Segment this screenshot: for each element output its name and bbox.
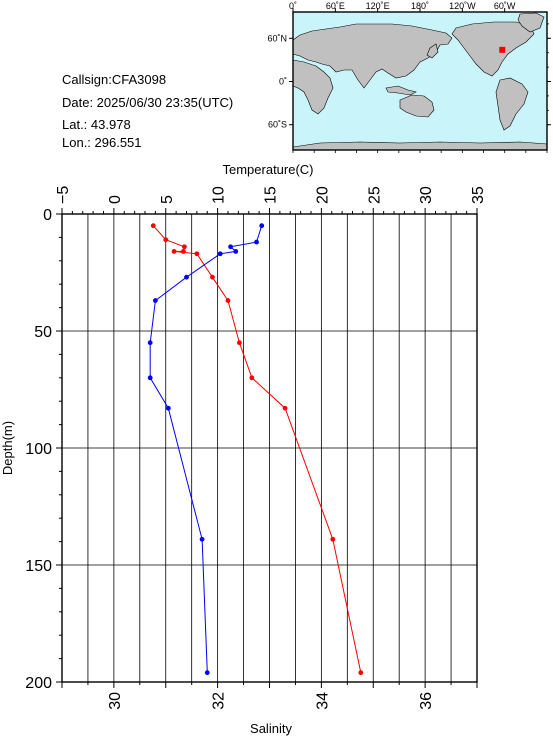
map-ticks: 0˚ 60˚E 120˚E 180˚ 120˚W 60˚W 60˚N 0˚ 60˚S bbox=[267, 1, 551, 153]
salinity-axis-label: Salinity bbox=[250, 721, 292, 736]
salinity-point bbox=[147, 340, 153, 346]
chart-grid bbox=[61, 213, 478, 683]
salinity-point bbox=[204, 670, 210, 676]
map-lon-label: 180˚ bbox=[411, 1, 429, 11]
temperature-tick-label: 30 bbox=[418, 186, 435, 204]
callsign-text: Callsign:CFA3098 bbox=[62, 72, 167, 87]
latitude-text: Lat.: 43.978 bbox=[62, 117, 131, 132]
map-lat-label: 60˚S bbox=[268, 120, 287, 130]
map-lon-label: 0˚ bbox=[289, 1, 297, 11]
salinity-point bbox=[199, 536, 205, 542]
depth-tick-label: 50 bbox=[34, 324, 52, 341]
greenland-landmass bbox=[517, 12, 545, 33]
depth-tick-label: 100 bbox=[25, 441, 52, 458]
africa-landmass bbox=[292, 59, 334, 115]
temperature-point bbox=[249, 375, 255, 381]
map-lon-label: 60˚E bbox=[326, 1, 345, 11]
depth-tick-label: 200 bbox=[25, 675, 52, 692]
temperature-tick-label: 25 bbox=[366, 186, 383, 204]
station-marker-point bbox=[499, 46, 506, 53]
map-lat-label: 60˚N bbox=[267, 33, 287, 43]
date-text: Date: 2025/06/30 23:35(UTC) bbox=[62, 95, 234, 110]
depth-axis-label: Depth(m) bbox=[0, 421, 15, 475]
depth-tick-label: 150 bbox=[25, 558, 52, 575]
temperature-point bbox=[180, 249, 186, 254]
map-land bbox=[292, 12, 548, 151]
japan-islands bbox=[426, 43, 439, 59]
world-map: 0˚ 60˚E 120˚E 180˚ 120˚W 60˚W 60˚N 0˚ 60˚S bbox=[267, 1, 551, 153]
temperature-point bbox=[237, 340, 242, 346]
temperature-line bbox=[152, 225, 362, 673]
australia-landmass bbox=[399, 94, 435, 118]
map-lon-label: 60˚W bbox=[494, 1, 516, 11]
salinity-point bbox=[233, 249, 239, 254]
map-lon-label: 120˚E bbox=[366, 1, 390, 11]
map-lat-label: 0˚ bbox=[279, 77, 287, 87]
temperature-point bbox=[330, 536, 336, 542]
temperature-point bbox=[225, 298, 231, 303]
temperature-tick-label: −5 bbox=[55, 186, 72, 204]
longitude-text: Lon.: 296.551 bbox=[62, 135, 142, 150]
salinity-point bbox=[147, 375, 153, 381]
salinity-point bbox=[152, 298, 158, 303]
south-america-landmass bbox=[495, 77, 529, 131]
temperature-point bbox=[171, 249, 177, 254]
temperature-point bbox=[194, 251, 200, 257]
salinity-point bbox=[254, 239, 259, 245]
salinity-line bbox=[149, 225, 263, 673]
temperature-tick-label: 15 bbox=[263, 186, 280, 204]
temperature-point bbox=[150, 223, 156, 229]
salinity-point bbox=[184, 274, 189, 280]
chart-series bbox=[147, 223, 364, 676]
north-america-landmass bbox=[451, 21, 535, 77]
temperature-tick-label: 10 bbox=[211, 186, 228, 204]
temperature-axis-label: Temperature(C) bbox=[222, 162, 313, 177]
salinity-point bbox=[259, 223, 265, 229]
salinity-tick-label: 34 bbox=[314, 692, 331, 710]
salinity-tick-label: 32 bbox=[211, 692, 228, 710]
salinity-point bbox=[217, 251, 223, 257]
temperature-point bbox=[282, 405, 288, 411]
map-lon-label: 120˚W bbox=[449, 1, 476, 11]
station-marker bbox=[499, 46, 506, 53]
temperature-tick-label: 20 bbox=[314, 186, 331, 204]
temperature-tick-label: 0 bbox=[107, 195, 124, 204]
depth-tick-label: 0 bbox=[43, 207, 52, 224]
temperature-point bbox=[182, 244, 187, 250]
temperature-point bbox=[210, 274, 215, 280]
salinity-point bbox=[228, 244, 233, 250]
temperature-tick-label: 35 bbox=[470, 186, 487, 204]
salinity-tick-label: 30 bbox=[107, 692, 124, 710]
indonesia-islands bbox=[385, 85, 417, 96]
temperature-tick-label: 5 bbox=[159, 195, 176, 204]
salinity-tick-label: 36 bbox=[418, 692, 435, 710]
temperature-point bbox=[163, 237, 169, 243]
salinity-point bbox=[165, 405, 171, 411]
temperature-point bbox=[358, 670, 364, 676]
eurasia-landmass bbox=[292, 23, 453, 89]
